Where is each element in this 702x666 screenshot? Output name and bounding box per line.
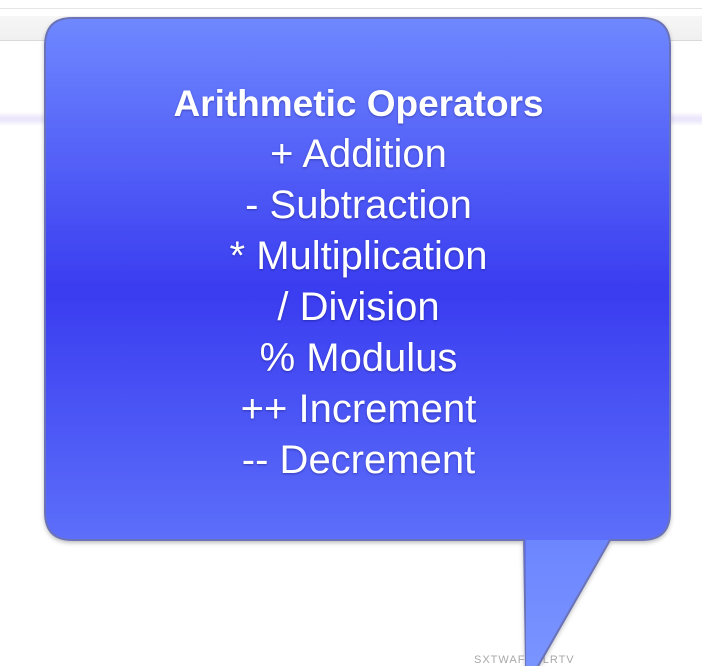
speech-bubble-tail-highlight	[526, 540, 610, 666]
operators-list: + Addition - Subtraction * Multiplicatio…	[45, 129, 672, 486]
operator-item-multiplication: * Multiplication	[229, 234, 488, 278]
operator-item-increment: ++ Increment	[240, 387, 477, 431]
speech-bubble-body	[44, 17, 671, 666]
operator-item-addition: + Addition	[270, 132, 447, 176]
background-top-bar	[0, 0, 702, 9]
speech-bubble-tail-edge	[537, 539, 611, 666]
callout-title: Arithmetic Operators	[173, 83, 544, 124]
operator-item-modulus: % Modulus	[259, 336, 458, 380]
operator-item-division: / Division	[277, 285, 440, 329]
operator-item-subtraction: - Subtraction	[245, 183, 472, 227]
operator-item-decrement: -- Decrement	[241, 438, 476, 482]
callout-text-block: Arithmetic Operators + Addition - Subtra…	[45, 78, 672, 486]
background-partial-text: SXTWAFEDLRTV	[474, 654, 575, 666]
